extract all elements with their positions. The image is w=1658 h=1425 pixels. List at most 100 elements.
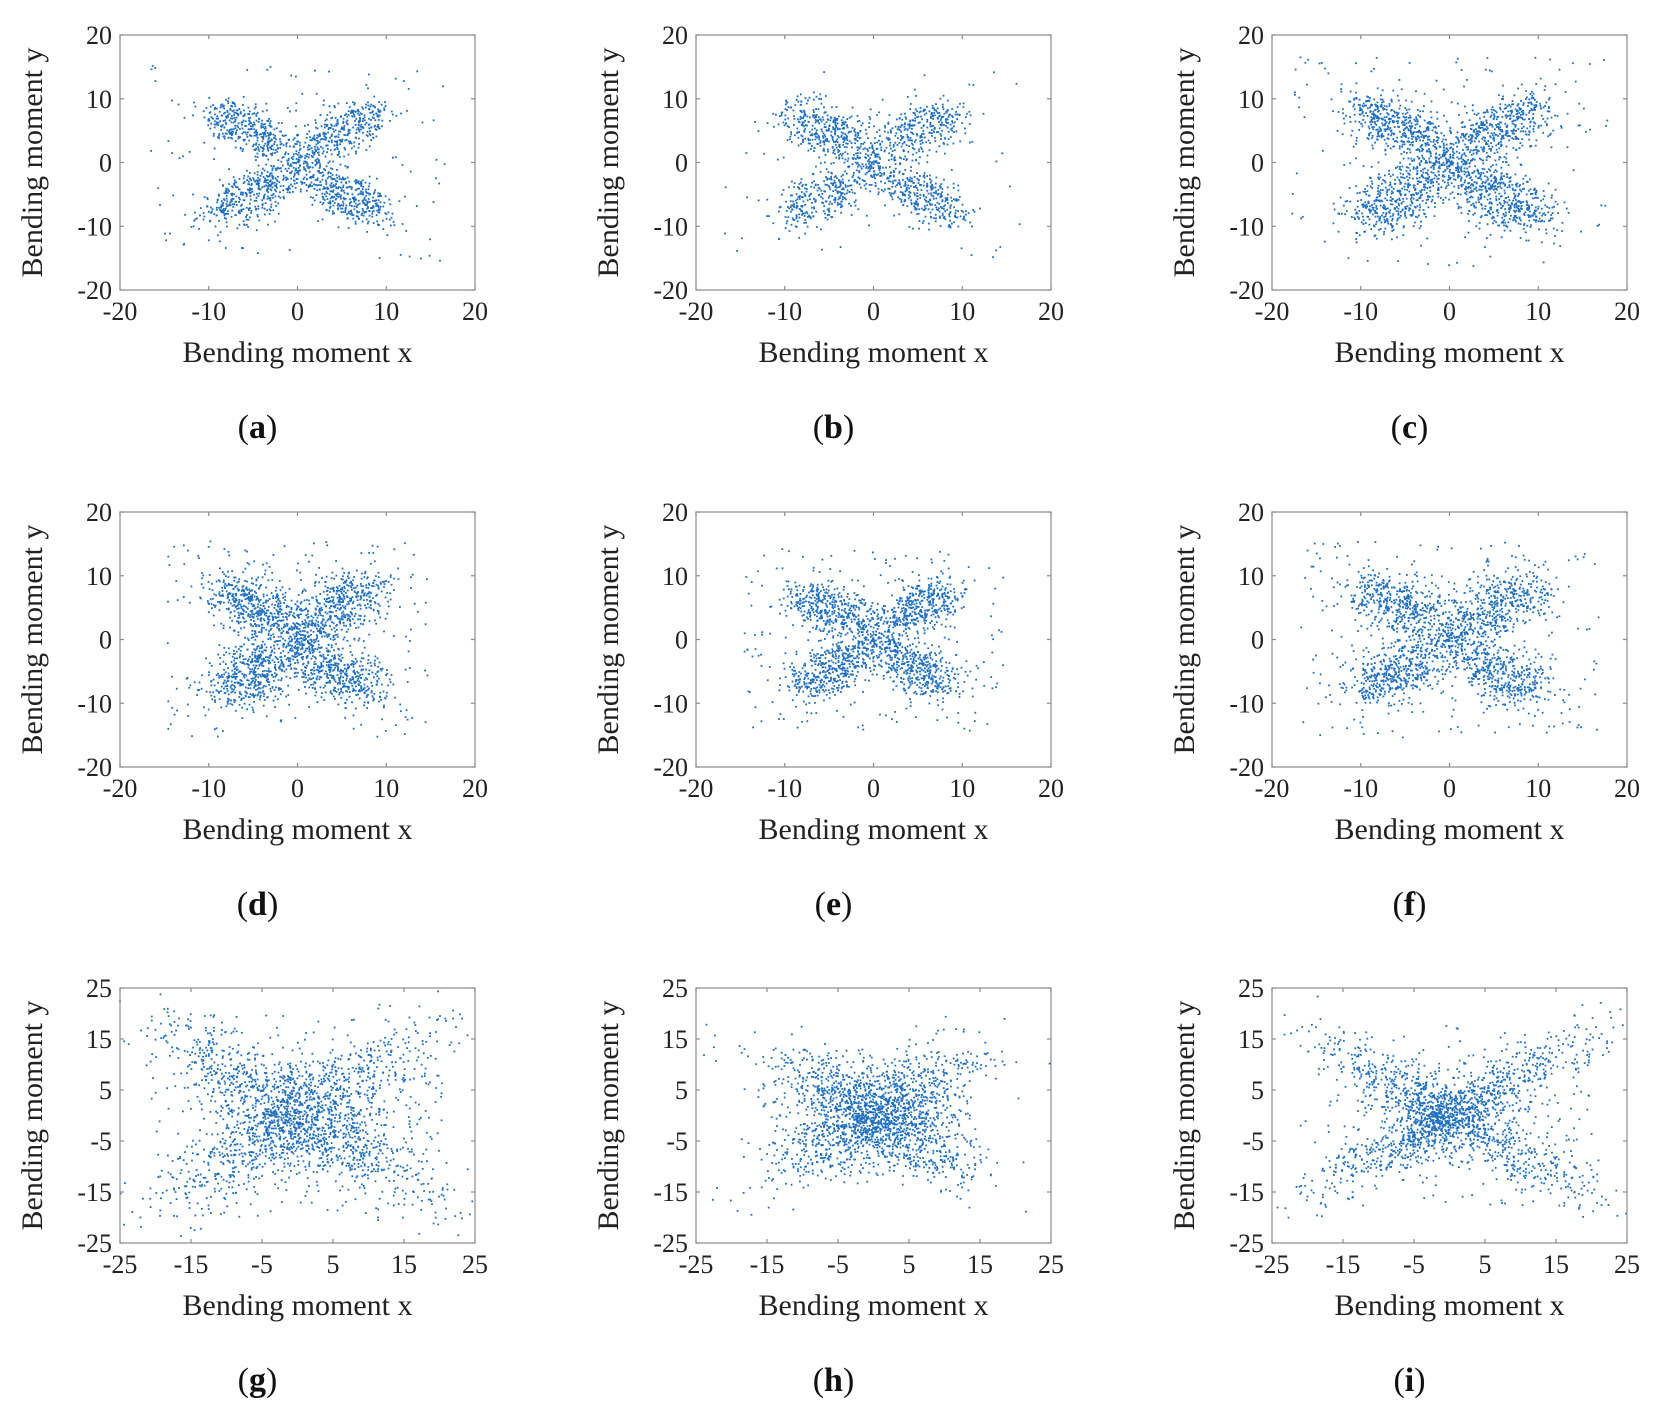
data-point: [1493, 118, 1495, 120]
data-point: [942, 106, 944, 108]
data-point: [1539, 212, 1541, 214]
data-point: [399, 200, 401, 202]
data-point: [306, 165, 308, 167]
data-point: [1497, 183, 1499, 185]
data-point: [848, 132, 850, 134]
data-point: [1396, 210, 1398, 212]
data-point: [1496, 210, 1498, 212]
data-point: [889, 145, 891, 147]
data-point: [911, 178, 913, 180]
data-point: [364, 119, 366, 121]
data-point: [953, 187, 955, 189]
data-point: [334, 185, 336, 187]
data-point: [1403, 158, 1405, 160]
data-point: [218, 207, 220, 209]
data-point: [840, 136, 842, 138]
data-point: [1477, 170, 1479, 172]
data-point: [1393, 213, 1395, 215]
data-point: [1547, 211, 1549, 213]
data-point: [900, 157, 902, 159]
data-point: [269, 197, 271, 199]
data-point: [1407, 112, 1409, 114]
data-point: [236, 129, 238, 131]
data-point: [1503, 175, 1505, 177]
data-point: [1305, 62, 1307, 64]
data-point: [797, 95, 799, 97]
data-point: [827, 214, 829, 216]
data-point: [1375, 216, 1377, 218]
data-point: [1355, 143, 1357, 145]
data-point: [223, 120, 225, 122]
data-point: [361, 213, 363, 215]
data-point: [821, 103, 823, 105]
data-point: [1479, 222, 1481, 224]
data-point: [937, 202, 939, 204]
data-point: [1357, 192, 1359, 194]
data-point: [301, 183, 303, 185]
data-point: [226, 133, 228, 135]
data-point: [194, 218, 196, 220]
data-point: [851, 116, 853, 118]
data-point: [843, 121, 845, 123]
data-point: [887, 122, 889, 124]
data-point: [348, 211, 350, 213]
data-point: [1470, 141, 1472, 143]
data-point: [1444, 149, 1446, 151]
data-point: [886, 178, 888, 180]
data-point: [1499, 133, 1501, 135]
data-point: [790, 206, 792, 208]
data-point: [247, 132, 249, 134]
data-point: [308, 167, 310, 169]
y-tick-label: 20: [86, 21, 112, 50]
data-point: [915, 108, 917, 110]
data-point: [1421, 150, 1423, 152]
data-point: [836, 139, 838, 141]
data-point: [260, 146, 262, 148]
data-point: [315, 122, 317, 124]
data-point: [1535, 210, 1537, 212]
data-point: [333, 212, 335, 214]
data-point: [1534, 106, 1536, 108]
data-point: [295, 110, 297, 112]
data-point: [1439, 162, 1441, 164]
data-point: [410, 171, 412, 173]
data-point: [248, 219, 250, 221]
data-point: [823, 133, 825, 135]
data-point: [1525, 98, 1527, 100]
data-point: [846, 125, 848, 127]
data-point: [358, 121, 360, 123]
data-point: [1515, 126, 1517, 128]
data-point: [849, 140, 851, 142]
data-point: [1421, 189, 1423, 191]
data-point: [851, 189, 853, 191]
data-point: [250, 195, 252, 197]
data-point: [1384, 116, 1386, 118]
data-point: [165, 239, 167, 241]
data-point: [824, 213, 826, 215]
data-point: [395, 156, 397, 158]
data-point: [325, 183, 327, 185]
data-point: [1403, 201, 1405, 203]
data-point: [785, 227, 787, 229]
x-tick-label: 20: [462, 297, 488, 326]
data-point: [292, 185, 294, 187]
data-point: [899, 129, 901, 131]
data-point: [799, 195, 801, 197]
data-point: [935, 220, 937, 222]
data-point: [920, 147, 922, 149]
data-point: [358, 188, 360, 190]
y-tick-label: 10: [86, 85, 112, 114]
data-point: [831, 106, 833, 108]
data-point: [305, 170, 307, 172]
data-point: [1448, 264, 1450, 266]
data-point: [879, 175, 881, 177]
data-point: [273, 165, 275, 167]
data-point: [892, 150, 894, 152]
data-point: [965, 219, 967, 221]
data-point: [878, 188, 880, 190]
data-point: [876, 142, 878, 144]
data-point: [1433, 139, 1435, 141]
data-point: [955, 212, 957, 214]
data-point: [1474, 113, 1476, 115]
